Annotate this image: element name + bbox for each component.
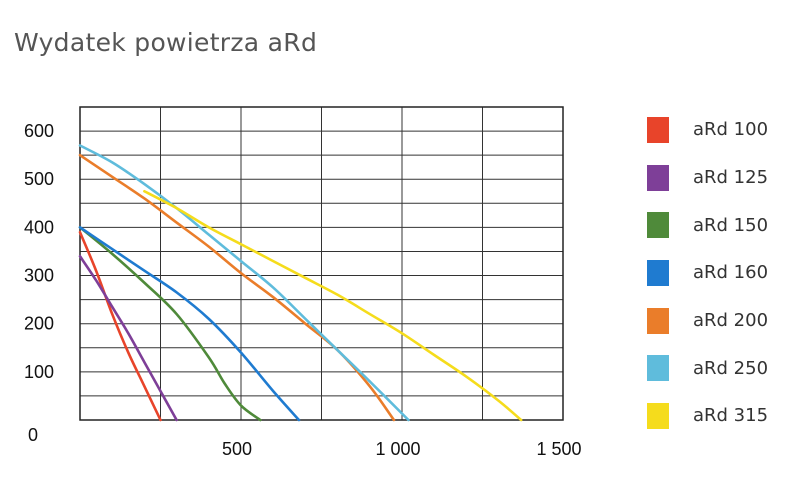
axis-tick-labels: 0 100 200 300 400 500 600 500 1 000 1 500 xyxy=(24,121,582,459)
legend-swatch xyxy=(647,402,669,429)
legend-item: aRd 200 xyxy=(647,297,768,345)
x-tick-label: 1 000 xyxy=(375,439,420,459)
series-line-ard-150 xyxy=(78,226,262,422)
legend-label: aRd 250 xyxy=(693,357,769,379)
chart-legend: aRd 100 aRd 125 aRd 150 aRd 160 aRd 200 aRd 2… xyxy=(647,106,768,440)
plot-frame xyxy=(79,106,564,421)
legend-swatch xyxy=(647,116,669,143)
series-line-ard-100 xyxy=(78,230,162,422)
legend-swatch xyxy=(647,212,669,239)
y-tick-label: 0 xyxy=(28,425,38,445)
legend-swatch xyxy=(647,164,669,191)
legend-item: aRd 315 xyxy=(647,392,768,440)
series-line-ard-125 xyxy=(78,254,178,422)
x-tick-label: 1 500 xyxy=(536,439,581,459)
legend-item: aRd 160 xyxy=(647,249,768,297)
y-tick-label: 500 xyxy=(24,169,54,189)
legend-label: aRd 315 xyxy=(693,405,769,427)
x-tick-label: 500 xyxy=(222,439,252,459)
legend-label: aRd 160 xyxy=(693,262,769,284)
legend-label: aRd 200 xyxy=(693,310,769,332)
legend-item: aRd 125 xyxy=(647,154,768,202)
legend-swatch xyxy=(647,307,669,334)
legend-item: aRd 150 xyxy=(647,201,768,249)
y-tick-label: 600 xyxy=(24,121,54,141)
series-line-ard-200 xyxy=(78,153,396,422)
chart-title: Wydatek powietrza aRd xyxy=(14,28,318,57)
series-line-ard-250 xyxy=(78,144,410,422)
legend-item: aRd 100 xyxy=(647,106,768,154)
chart-grid xyxy=(79,106,564,421)
legend-label: aRd 100 xyxy=(693,119,769,141)
series-line-ard-160 xyxy=(78,226,301,422)
legend-swatch xyxy=(647,355,669,382)
y-tick-label: 100 xyxy=(24,362,54,382)
y-tick-label: 300 xyxy=(24,266,54,286)
chart-series xyxy=(78,144,523,422)
series-line-ard-315 xyxy=(143,189,523,422)
legend-label: aRd 150 xyxy=(693,214,769,236)
y-tick-label: 400 xyxy=(24,217,54,237)
legend-swatch xyxy=(647,259,669,286)
y-tick-label: 200 xyxy=(24,314,54,334)
legend-label: aRd 125 xyxy=(693,167,769,189)
legend-item: aRd 250 xyxy=(647,344,768,392)
